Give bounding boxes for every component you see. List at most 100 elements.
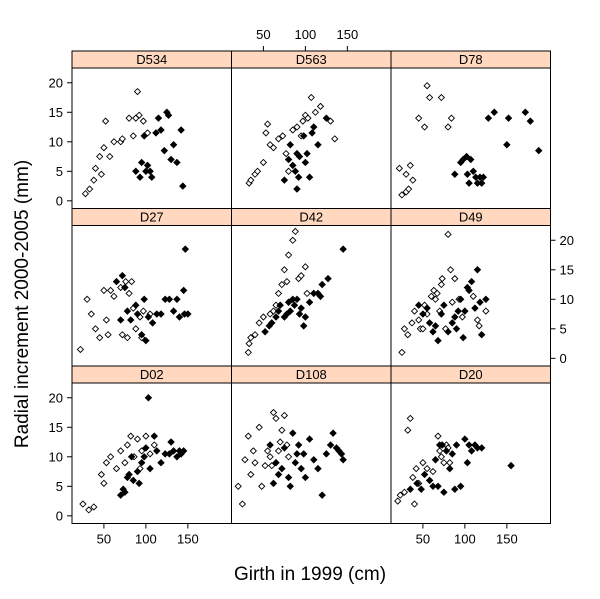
point-open bbox=[299, 117, 307, 125]
point-filled bbox=[310, 123, 318, 131]
point-filled bbox=[297, 464, 305, 473]
point-open bbox=[415, 316, 423, 324]
point-filled bbox=[471, 304, 479, 312]
point-open bbox=[425, 93, 434, 102]
point-filled bbox=[142, 336, 150, 345]
point-filled bbox=[448, 319, 457, 327]
point-open bbox=[79, 500, 87, 508]
point-filled bbox=[280, 176, 289, 184]
point-open bbox=[102, 316, 111, 324]
point-open bbox=[96, 334, 104, 342]
point-open bbox=[409, 473, 417, 482]
x-tick-label: 150 bbox=[177, 532, 199, 547]
point-open bbox=[123, 441, 132, 449]
point-filled bbox=[463, 458, 472, 467]
point-filled bbox=[266, 441, 274, 449]
point-open bbox=[279, 132, 287, 140]
point-open bbox=[274, 447, 283, 455]
point-open bbox=[409, 176, 417, 184]
point-open bbox=[263, 447, 272, 455]
point-open bbox=[394, 497, 402, 505]
point-open bbox=[132, 325, 140, 333]
point-filled bbox=[473, 266, 482, 274]
point-open bbox=[446, 266, 455, 274]
point-filled bbox=[280, 444, 289, 452]
point-filled bbox=[173, 295, 181, 304]
point-open bbox=[258, 482, 266, 490]
point-filled bbox=[165, 450, 174, 458]
point-filled bbox=[303, 149, 311, 158]
point-filled bbox=[129, 476, 138, 485]
point-filled bbox=[451, 170, 459, 178]
point-open bbox=[429, 467, 437, 476]
point-open bbox=[284, 167, 293, 175]
point-open bbox=[482, 307, 490, 315]
point-open bbox=[447, 114, 456, 122]
point-filled bbox=[146, 464, 154, 473]
point-open bbox=[291, 227, 299, 236]
point-open bbox=[404, 185, 413, 193]
point-filled bbox=[148, 319, 157, 327]
point-filled bbox=[535, 146, 543, 155]
point-filled bbox=[143, 161, 152, 170]
point-filled bbox=[423, 304, 431, 312]
point-open bbox=[125, 289, 133, 298]
point-filled bbox=[503, 141, 511, 149]
point-open bbox=[247, 470, 255, 479]
x-tick-label: 50 bbox=[256, 27, 270, 42]
point-filled bbox=[326, 441, 335, 449]
point-open bbox=[87, 310, 95, 318]
y-tick-label: 5 bbox=[560, 321, 567, 336]
point-open bbox=[244, 432, 252, 440]
point-filled bbox=[310, 456, 318, 464]
point-open bbox=[400, 325, 409, 333]
point-filled bbox=[290, 301, 299, 309]
point-filled bbox=[177, 126, 185, 134]
point-open bbox=[127, 432, 135, 440]
point-open bbox=[415, 114, 423, 122]
point-open bbox=[83, 295, 91, 303]
point-filled bbox=[339, 456, 347, 464]
point-filled bbox=[299, 450, 308, 458]
point-filled bbox=[127, 453, 136, 461]
point-open bbox=[106, 453, 115, 461]
point-filled bbox=[294, 173, 303, 181]
point-filled bbox=[179, 286, 188, 295]
point-filled bbox=[479, 173, 488, 181]
point-open bbox=[142, 432, 150, 440]
point-filled bbox=[272, 458, 280, 467]
point-filled bbox=[462, 152, 471, 161]
point-filled bbox=[425, 319, 434, 327]
y-tick-label: 10 bbox=[49, 134, 63, 149]
point-filled bbox=[295, 152, 304, 161]
panel-frame bbox=[231, 382, 392, 524]
point-filled bbox=[452, 441, 461, 449]
point-open bbox=[90, 176, 98, 184]
point-open bbox=[404, 426, 412, 434]
point-open bbox=[102, 459, 111, 467]
panel-title: D534 bbox=[136, 52, 167, 67]
point-open bbox=[255, 319, 263, 327]
point-filled bbox=[442, 447, 451, 455]
point-filled bbox=[132, 301, 140, 309]
point-open bbox=[293, 123, 301, 131]
panel-d534: D534 bbox=[71, 50, 232, 209]
point-filled bbox=[269, 479, 278, 488]
point-filled bbox=[123, 307, 132, 315]
x-tick-label: 100 bbox=[454, 532, 476, 547]
point-filled bbox=[291, 167, 300, 176]
point-filled bbox=[142, 444, 150, 452]
point-filled bbox=[184, 310, 192, 318]
point-filled bbox=[268, 319, 276, 327]
point-open bbox=[404, 331, 412, 339]
point-open bbox=[437, 453, 446, 461]
panel-frame bbox=[390, 382, 551, 524]
y-tick-label: 5 bbox=[56, 164, 63, 179]
point-open bbox=[278, 280, 286, 289]
point-open bbox=[261, 462, 269, 470]
y-tick-label: 0 bbox=[560, 351, 567, 366]
point-open bbox=[284, 453, 293, 461]
point-open bbox=[284, 251, 293, 259]
point-filled bbox=[127, 316, 135, 324]
point-open bbox=[146, 450, 154, 458]
